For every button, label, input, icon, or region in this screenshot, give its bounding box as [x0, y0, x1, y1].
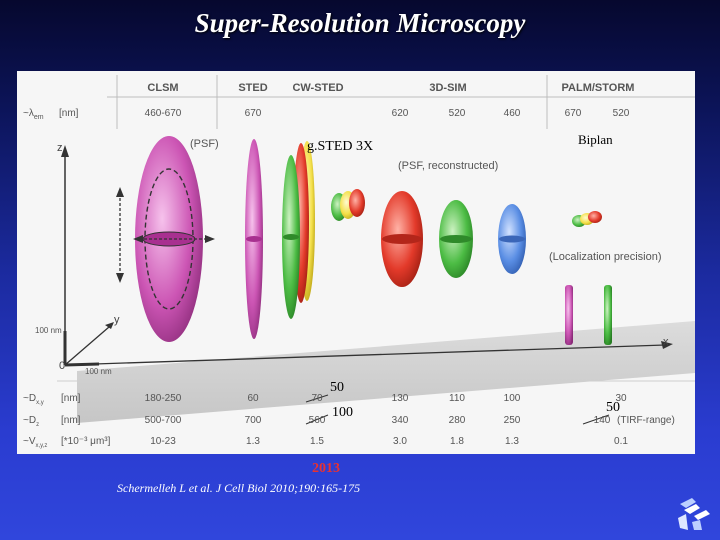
- method-sted: STED: [238, 82, 267, 94]
- axis-z-label: z: [57, 142, 63, 154]
- row-dz-sub: z: [36, 422, 39, 428]
- dxy-sim-3: 100: [504, 393, 521, 404]
- lambda-clsm: 460-670: [145, 108, 182, 119]
- row-dz-unit: [nm]: [61, 415, 81, 426]
- method-palm-storm: PALM/STORM: [562, 82, 635, 94]
- citation: Schermelleh L et al. J Cell Biol 2010;19…: [117, 481, 361, 495]
- row-v-sub: x,y,z: [36, 443, 48, 449]
- dxy-cw-sted: 70: [311, 393, 323, 404]
- year-annotation: 2013: [312, 461, 340, 476]
- lambda-sim-2: 520: [449, 108, 466, 119]
- row-v-unit: [*10⁻³ μm³]: [61, 436, 111, 447]
- method-3d-sim: 3D-SIM: [429, 82, 466, 94]
- palm-magenta-bar: [565, 285, 573, 345]
- dxy-palm: 30: [615, 393, 627, 404]
- psf-label: (PSF): [190, 138, 219, 150]
- svg-text:~Dx,y: ~Dx,y: [23, 393, 44, 406]
- row-dxy-sub: x,y: [36, 400, 44, 406]
- lambda-sim-3: 460: [504, 108, 521, 119]
- slide-title: Super-Resolution Microscopy: [194, 8, 526, 38]
- dz-palm-note: (TIRF-range): [617, 415, 675, 426]
- floor-plane: [77, 321, 695, 423]
- v-palm: 0.1: [614, 436, 628, 447]
- v-sim-1: 3.0: [393, 436, 407, 447]
- origin-label: 0: [59, 360, 65, 372]
- v-clsm: 10-23: [150, 436, 176, 447]
- method-clsm: CLSM: [147, 82, 178, 94]
- row-dxy-unit: [nm]: [61, 393, 81, 404]
- dxy-sted: 60: [247, 393, 259, 404]
- replace-dxy-annotation: 50: [330, 380, 344, 395]
- lambda-palm-1: 670: [565, 108, 582, 119]
- scale-x-label: 100 nm: [85, 367, 112, 376]
- microscopy-figure: CLSM STED CW-STED 3D-SIM PALM/STORM ~λem…: [17, 71, 695, 454]
- v-sim-3: 1.3: [505, 436, 519, 447]
- dz-sim-1: 340: [392, 415, 409, 426]
- localization-label: (Localization precision): [549, 251, 662, 263]
- lambda-subscript: em: [34, 114, 44, 121]
- dxy-clsm: 180-250: [145, 393, 182, 404]
- dz-sim-3: 250: [504, 415, 521, 426]
- v-sim-2: 1.8: [450, 436, 464, 447]
- dz-sim-2: 280: [449, 415, 466, 426]
- dz-sted: 700: [245, 415, 262, 426]
- lambda-symbol: ~λ: [23, 108, 34, 119]
- gsted-annotation: g.STED 3X: [307, 139, 374, 154]
- palm-green-bar: [604, 285, 612, 345]
- psf-reconstructed-label: (PSF, reconstructed): [398, 160, 498, 172]
- scale-y-label: 100 nm: [35, 326, 62, 335]
- method-cw-sted: CW-STED: [292, 82, 343, 94]
- v-sted: 1.3: [246, 436, 260, 447]
- lambda-unit: [nm]: [59, 108, 79, 119]
- row-dxy-symbol: ~D: [23, 393, 36, 404]
- svg-text:~Vx,y,z: ~Vx,y,z: [23, 436, 47, 449]
- dz-cw-sted: 560: [309, 415, 326, 426]
- v-cw-sted: 1.5: [310, 436, 324, 447]
- lambda-sim-1: 620: [392, 108, 409, 119]
- svg-text:~Dz: ~Dz: [23, 415, 39, 428]
- biplan-annotation: Biplan: [578, 132, 613, 147]
- replace-dz-annotation: 100: [332, 405, 353, 420]
- row-dz-symbol: ~D: [23, 415, 36, 426]
- lambda-palm-2: 520: [613, 108, 630, 119]
- row-v-symbol: ~V: [23, 436, 36, 447]
- svg-text:~λem: ~λem: [23, 108, 44, 121]
- replace-palm-annotation: 50: [606, 400, 620, 415]
- logo-icon: [678, 498, 710, 530]
- dxy-sim-2: 110: [449, 393, 465, 404]
- dxy-sim-1: 130: [392, 393, 409, 404]
- axis-y-label: y: [114, 314, 120, 326]
- dz-clsm: 500-700: [145, 415, 182, 426]
- dz-palm: 140: [594, 415, 611, 426]
- axis-x-label: x: [663, 336, 669, 348]
- lambda-sted: 670: [245, 108, 262, 119]
